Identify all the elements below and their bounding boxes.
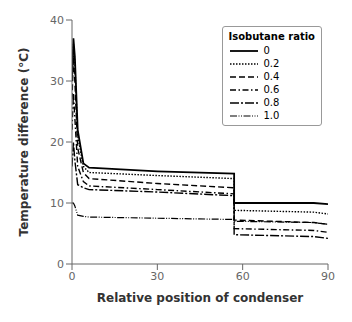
- svg-text:10: 10: [50, 197, 64, 210]
- html-text:0.6: 0.6: [263, 84, 280, 95]
- svg-text:40: 40: [50, 14, 64, 27]
- html-text:0.4: 0.4: [263, 71, 280, 82]
- svg-text:60: 60: [236, 270, 250, 283]
- svg-text:90: 90: [321, 270, 335, 283]
- svg-text:0: 0: [57, 258, 64, 271]
- svg-text:20: 20: [50, 136, 64, 149]
- svg-text:30: 30: [50, 75, 64, 88]
- html-text:0: 0: [263, 45, 270, 56]
- svg-text:30: 30: [150, 270, 164, 283]
- html-text:1.0: 1.0: [263, 110, 280, 121]
- svg-text:Relative position of condenser: Relative position of condenser: [97, 291, 304, 305]
- html-text:0.2: 0.2: [263, 58, 280, 69]
- html-text:0.8: 0.8: [263, 97, 280, 108]
- html-text:Isobutane ratio: Isobutane ratio: [228, 31, 315, 42]
- svg-text:Temperature difference (°C): Temperature difference (°C): [17, 48, 31, 237]
- svg-text:0: 0: [69, 270, 76, 283]
